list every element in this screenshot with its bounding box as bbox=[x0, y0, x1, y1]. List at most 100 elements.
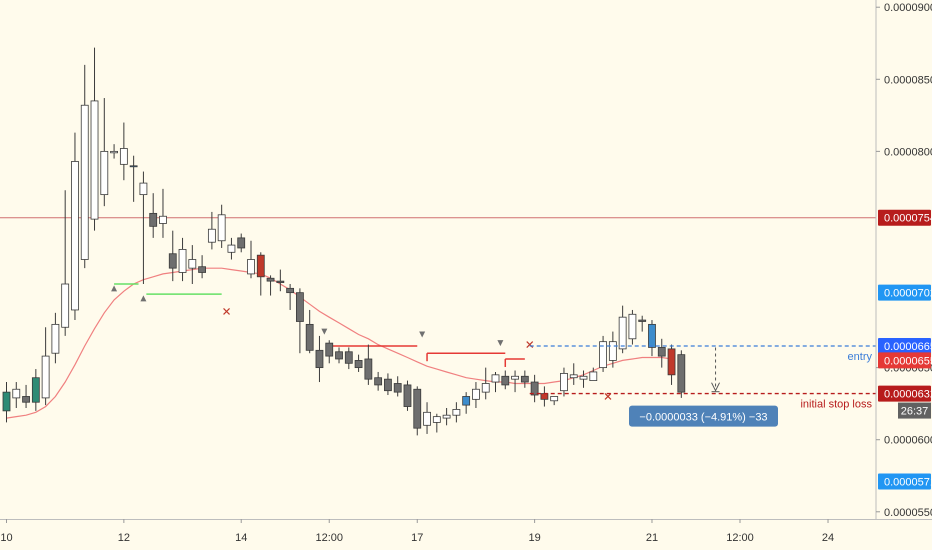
measure-label-text: −0.0000033 (−4.91%) −33 bbox=[639, 412, 767, 424]
candle bbox=[100, 98, 109, 207]
entry-label: entry bbox=[848, 351, 873, 363]
price-tag: 0.0000702 bbox=[878, 284, 932, 301]
price-tag-box bbox=[878, 284, 931, 301]
candle bbox=[266, 275, 275, 296]
candle bbox=[432, 413, 441, 433]
candle-body bbox=[520, 375, 529, 383]
price-tag-box bbox=[878, 352, 931, 369]
candle bbox=[335, 347, 343, 364]
candle-body bbox=[149, 212, 158, 227]
candle bbox=[491, 371, 500, 393]
candle bbox=[286, 284, 295, 310]
price-tag-label: 0.0000655 bbox=[884, 355, 932, 367]
candle bbox=[227, 237, 236, 260]
candle-body bbox=[677, 354, 686, 393]
triangle-down-marker bbox=[497, 340, 504, 347]
measure-label: −0.0000033 (−4.91%) −33 bbox=[629, 405, 778, 427]
candle-body bbox=[374, 377, 383, 386]
candle bbox=[188, 245, 197, 285]
countdown-label: 26:37 bbox=[901, 406, 929, 418]
candle bbox=[501, 370, 510, 390]
price-tag-label: 0.0000665 bbox=[884, 341, 932, 353]
candle-body bbox=[432, 416, 441, 423]
candle-body bbox=[335, 351, 343, 360]
candle-body bbox=[364, 358, 373, 380]
candle bbox=[80, 64, 89, 269]
candle-body bbox=[648, 323, 656, 348]
candle bbox=[530, 374, 539, 403]
candle-body bbox=[237, 237, 246, 249]
candle bbox=[256, 252, 265, 296]
candle-body bbox=[286, 287, 295, 294]
candle-body bbox=[344, 351, 353, 364]
price-tag-label: 0.0000632 bbox=[884, 389, 932, 401]
candle-body bbox=[110, 150, 118, 154]
candle bbox=[71, 132, 79, 321]
candle bbox=[511, 370, 519, 393]
candle-body bbox=[423, 411, 431, 426]
price-tag-box bbox=[878, 385, 931, 402]
candle-body bbox=[560, 372, 568, 392]
candle-body bbox=[472, 388, 480, 400]
candle bbox=[423, 402, 431, 434]
x-marker-stroke bbox=[604, 393, 612, 400]
triangle-up-marker bbox=[111, 285, 118, 292]
candle bbox=[560, 367, 568, 397]
candle-body bbox=[90, 100, 99, 220]
candle-body bbox=[462, 396, 471, 406]
candle-body bbox=[442, 414, 451, 419]
candle bbox=[325, 340, 334, 364]
candle-body bbox=[129, 165, 138, 168]
triangle-down-marker bbox=[321, 328, 328, 335]
candle bbox=[403, 380, 412, 411]
price-tick-label: 0.0000850 bbox=[884, 74, 932, 86]
candle-body bbox=[384, 378, 392, 392]
candle-body bbox=[413, 388, 422, 429]
candle-body bbox=[100, 150, 109, 196]
candle-body bbox=[217, 214, 226, 242]
candle bbox=[2, 382, 11, 423]
candle bbox=[413, 386, 422, 436]
candle-body bbox=[608, 341, 617, 361]
candle-body bbox=[579, 375, 588, 380]
candle-body bbox=[22, 396, 30, 403]
candle-body bbox=[599, 341, 607, 369]
candle bbox=[344, 347, 353, 370]
price-tag: 0.0000754 bbox=[878, 209, 932, 226]
candle bbox=[667, 344, 676, 385]
candle bbox=[608, 331, 617, 368]
candle-body bbox=[325, 342, 334, 357]
price-tag: 0.0000665 bbox=[878, 338, 932, 354]
candle-body bbox=[550, 396, 559, 402]
time-tick-label: 17 bbox=[411, 532, 423, 544]
candle-body bbox=[511, 375, 519, 380]
candle bbox=[638, 315, 647, 332]
candle-body bbox=[159, 215, 167, 224]
candle-body bbox=[61, 283, 70, 328]
price-tag-label: 0.0000754 bbox=[884, 213, 932, 225]
candle-body bbox=[12, 388, 21, 399]
countdown-tag: 26:37 bbox=[898, 402, 931, 419]
candle bbox=[569, 363, 578, 385]
price-tick-label: 0.0000600 bbox=[884, 435, 932, 447]
candle bbox=[178, 237, 187, 282]
candle-body bbox=[354, 360, 363, 369]
candle bbox=[374, 371, 383, 391]
time-tick-label: 12:00 bbox=[315, 532, 343, 544]
time-tick-label: 10 bbox=[0, 532, 12, 544]
candle-body bbox=[481, 383, 490, 393]
candle bbox=[159, 188, 167, 238]
candle-body bbox=[569, 374, 578, 379]
candle-body bbox=[188, 259, 197, 269]
candle bbox=[129, 155, 138, 202]
candle-body bbox=[198, 266, 207, 273]
price-tag: 0.0000655 bbox=[878, 352, 932, 369]
candle bbox=[657, 338, 666, 368]
candle bbox=[520, 370, 529, 388]
candle bbox=[110, 144, 118, 159]
candle bbox=[452, 402, 461, 423]
candle-body bbox=[403, 384, 412, 407]
candle-body bbox=[589, 371, 598, 382]
